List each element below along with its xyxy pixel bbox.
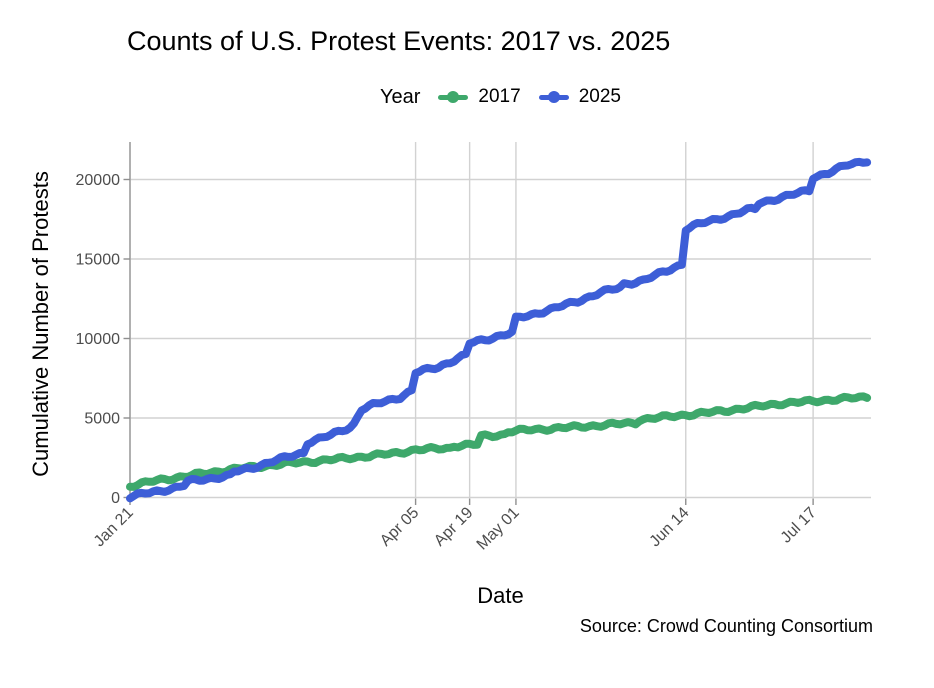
legend-items: 2017 2025: [438, 86, 621, 108]
legend-title: Year: [380, 85, 421, 108]
y-tick-label: 0: [111, 490, 120, 507]
x-axis-title: Date: [477, 583, 524, 608]
y-tick-label: 15000: [76, 252, 121, 269]
y-axis-title: Cumulative Number of Protests: [28, 171, 53, 477]
y-tick-label: 5000: [84, 411, 120, 428]
legend-item-label: 2025: [578, 86, 621, 107]
x-tick-label: Apr 19: [431, 504, 476, 549]
legend-line-point-icon: [438, 89, 469, 105]
y-tick-label: 20000: [76, 172, 121, 189]
legend-line-point-icon: [538, 89, 569, 105]
source-caption: Source: Crowd Counting Consortium: [579, 616, 873, 636]
legend: Year 2017 2025: [130, 83, 871, 111]
x-tick-label: Jul 17: [778, 504, 820, 546]
legend-item-label: 2017: [478, 86, 521, 107]
legend-point-icon: [547, 91, 560, 103]
x-tick-label: Jun 14: [647, 504, 693, 550]
y-tick-label: 10000: [76, 331, 121, 348]
chart-title: Counts of U.S. Protest Events: 2017 vs. …: [127, 26, 671, 56]
x-tick-label: Apr 05: [377, 504, 422, 549]
legend-item-2025: 2025: [538, 86, 621, 108]
x-tick-label: Jan 21: [91, 504, 137, 550]
x-tick-label: May 01: [474, 504, 523, 553]
legend-item-2017: 2017: [438, 86, 521, 108]
series-line-2025: [126, 157, 872, 503]
legend-point-icon: [447, 91, 460, 103]
